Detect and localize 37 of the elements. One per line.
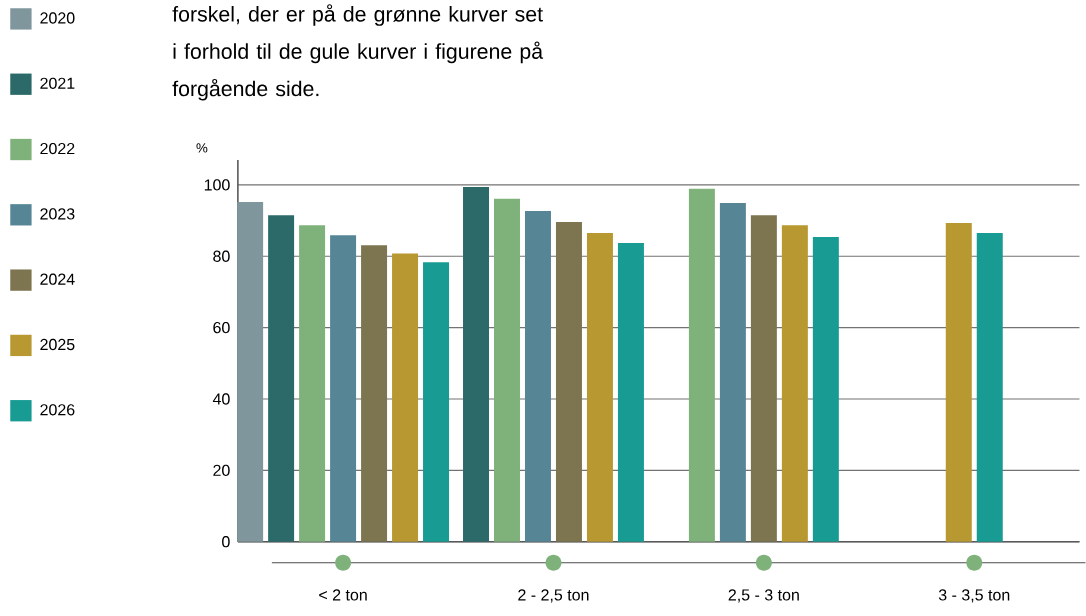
bar bbox=[812, 237, 839, 542]
x-tick-label: 2 - 2,5 ton bbox=[518, 589, 589, 603]
y-tick-label: 100 bbox=[204, 179, 230, 191]
bar bbox=[330, 235, 357, 542]
y-tick-label: 20 bbox=[213, 464, 230, 477]
legend-label: 2023 bbox=[40, 208, 75, 220]
legend-label: 2024 bbox=[40, 273, 75, 286]
bar bbox=[750, 215, 777, 542]
bar bbox=[555, 222, 582, 542]
y-axis-title: % bbox=[196, 143, 208, 153]
bar bbox=[719, 203, 746, 542]
legend-label: 2025 bbox=[40, 339, 75, 351]
bar bbox=[524, 211, 551, 542]
x-tick-label: 2,5 - 3 ton bbox=[728, 589, 799, 603]
bar bbox=[392, 253, 419, 542]
x-tick-label: < 2 ton bbox=[319, 589, 367, 601]
bar bbox=[237, 202, 264, 542]
bar bbox=[463, 187, 490, 542]
legend-label: 2026 bbox=[40, 404, 75, 416]
text: forskel, der er på de grønne kurver set i forhold til de gule kurver i figurene på forgående side. bbox=[172, 4, 544, 101]
x-tick-label: 3 - 3,5 ton bbox=[938, 589, 1010, 603]
y-tick-label: 0 bbox=[222, 536, 230, 548]
y-tick-label: 60 bbox=[213, 322, 230, 334]
bar bbox=[781, 225, 808, 542]
bar bbox=[688, 188, 715, 542]
bar bbox=[617, 243, 644, 542]
legend-label: 2020 bbox=[40, 12, 75, 24]
y-tick-label: 40 bbox=[212, 393, 230, 405]
y-tick-label: 80 bbox=[213, 250, 230, 263]
bar bbox=[494, 198, 520, 542]
bar bbox=[586, 233, 613, 542]
legend-label: 2021 bbox=[40, 77, 75, 90]
bar bbox=[268, 215, 295, 542]
bar bbox=[423, 262, 450, 542]
bar bbox=[361, 245, 388, 542]
bar bbox=[299, 225, 326, 542]
legend-label: 2022 bbox=[40, 143, 75, 155]
